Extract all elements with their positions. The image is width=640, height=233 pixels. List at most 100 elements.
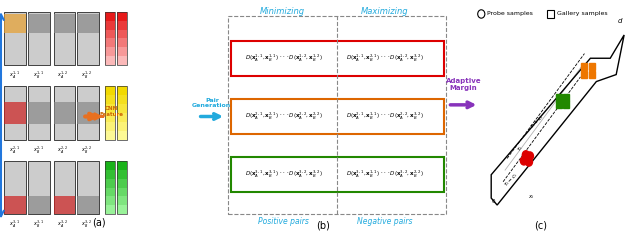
- Bar: [105, 122, 115, 131]
- Text: $x_B^{3,1}$: $x_B^{3,1}$: [33, 219, 44, 230]
- FancyBboxPatch shape: [4, 161, 26, 214]
- Text: $D(\mathbf{x}_A^{2,1},\mathbf{x}_B^{1,1})$ $\cdot\cdot\cdot$$D(\mathbf{x}_A^{2,2: $D(\mathbf{x}_A^{2,1},\mathbf{x}_B^{1,1}…: [346, 111, 424, 122]
- Bar: [105, 47, 115, 56]
- Text: Gallery samples: Gallery samples: [557, 11, 607, 17]
- Circle shape: [526, 152, 534, 160]
- Bar: [117, 38, 127, 47]
- FancyBboxPatch shape: [54, 12, 76, 65]
- Text: $D(\mathbf{x}_A^{3,1},\mathbf{x}_B^{1,1})$ $\cdot\cdot\cdot$$D(\mathbf{x}_A^{3,2: $D(\mathbf{x}_A^{3,1},\mathbf{x}_B^{1,1}…: [346, 169, 424, 180]
- Bar: [105, 12, 115, 21]
- Bar: [117, 95, 127, 104]
- Circle shape: [525, 158, 532, 166]
- FancyBboxPatch shape: [28, 14, 50, 33]
- Bar: [117, 188, 127, 196]
- FancyBboxPatch shape: [77, 196, 99, 214]
- Bar: [105, 161, 115, 214]
- Bar: [117, 56, 127, 65]
- Bar: [105, 86, 115, 140]
- Text: $x_A^{2,2}$: $x_A^{2,2}$: [57, 144, 68, 156]
- FancyBboxPatch shape: [4, 14, 26, 33]
- FancyBboxPatch shape: [231, 99, 444, 134]
- FancyBboxPatch shape: [77, 14, 99, 33]
- Text: (b): (b): [316, 221, 330, 231]
- FancyBboxPatch shape: [4, 12, 26, 65]
- FancyBboxPatch shape: [28, 12, 50, 65]
- Bar: [105, 161, 115, 170]
- Bar: [547, 10, 554, 18]
- Text: Negative pairs: Negative pairs: [357, 217, 412, 226]
- Bar: [556, 101, 562, 108]
- Bar: [105, 95, 115, 104]
- FancyBboxPatch shape: [54, 161, 76, 214]
- Bar: [582, 63, 588, 70]
- Bar: [105, 21, 115, 30]
- Bar: [117, 113, 127, 122]
- FancyBboxPatch shape: [231, 157, 444, 192]
- Bar: [105, 113, 115, 122]
- Bar: [117, 206, 127, 214]
- Bar: [117, 86, 127, 95]
- Bar: [117, 21, 127, 30]
- Text: $\tau_i - c_i$: $\tau_i - c_i$: [502, 171, 520, 189]
- FancyBboxPatch shape: [77, 161, 99, 214]
- Bar: [105, 12, 115, 65]
- Bar: [117, 196, 127, 206]
- FancyBboxPatch shape: [28, 196, 50, 214]
- Text: Maximizing: Maximizing: [361, 7, 408, 16]
- Text: $x_A^{1,1}$: $x_A^{1,1}$: [10, 70, 20, 81]
- Text: $x_B^{1,2}$: $x_B^{1,2}$: [81, 70, 92, 81]
- Text: $x_B^{2,2}$: $x_B^{2,2}$: [81, 144, 92, 156]
- Text: (c): (c): [534, 221, 547, 231]
- Text: $\tau_i + c_i$: $\tau_i + c_i$: [527, 113, 546, 131]
- Polygon shape: [492, 35, 624, 205]
- Bar: [117, 47, 127, 56]
- Bar: [582, 71, 588, 78]
- FancyBboxPatch shape: [77, 86, 99, 140]
- Text: $\tau_i$: $\tau_i$: [516, 144, 526, 154]
- Text: CNN
Feature: CNN Feature: [99, 106, 123, 117]
- Bar: [117, 86, 127, 140]
- Text: $x_i$: $x_i$: [527, 193, 534, 201]
- Bar: [117, 131, 127, 140]
- FancyBboxPatch shape: [77, 12, 99, 65]
- Bar: [105, 196, 115, 206]
- Text: $D(\mathbf{x}_A^{1,1},\mathbf{x}_B^{2,1})$ $\cdot\cdot\cdot$$D(\mathbf{x}_A^{1,2: $D(\mathbf{x}_A^{1,1},\mathbf{x}_B^{2,1}…: [346, 53, 424, 64]
- Bar: [105, 131, 115, 140]
- FancyBboxPatch shape: [4, 102, 26, 124]
- Bar: [117, 170, 127, 179]
- Text: $D(\mathbf{x}_A^{3,1},\mathbf{x}_B^{3,1})$ $\cdot\cdot\cdot$$D(\mathbf{x}_A^{3,2: $D(\mathbf{x}_A^{3,1},\mathbf{x}_B^{3,1}…: [244, 169, 323, 180]
- FancyBboxPatch shape: [54, 86, 76, 140]
- Text: $x_B^{2,1}$: $x_B^{2,1}$: [33, 144, 44, 156]
- FancyBboxPatch shape: [54, 102, 76, 124]
- Text: $x_B^{1,1}$: $x_B^{1,1}$: [33, 70, 44, 81]
- Circle shape: [522, 151, 529, 159]
- Bar: [117, 104, 127, 113]
- Bar: [556, 94, 562, 101]
- Bar: [105, 104, 115, 113]
- Bar: [563, 101, 568, 108]
- Bar: [117, 12, 127, 21]
- Text: $0$: $0$: [491, 197, 496, 205]
- FancyBboxPatch shape: [28, 102, 50, 124]
- Bar: [105, 56, 115, 65]
- Circle shape: [477, 10, 485, 18]
- FancyBboxPatch shape: [28, 161, 50, 214]
- Text: $x_A^{3,1}$: $x_A^{3,1}$: [10, 219, 20, 230]
- Text: $x_B^{3,2}$: $x_B^{3,2}$: [81, 219, 92, 230]
- Text: $x_A^{1,2}$: $x_A^{1,2}$: [57, 70, 68, 81]
- Bar: [117, 161, 127, 214]
- Text: Pair
Generation: Pair Generation: [192, 98, 232, 108]
- FancyBboxPatch shape: [4, 196, 26, 214]
- Bar: [105, 170, 115, 179]
- FancyBboxPatch shape: [4, 86, 26, 140]
- Text: $D(\mathbf{x}_A^{1,1},\mathbf{x}_B^{1,1})$ $\cdot\cdot\cdot$$D(\mathbf{x}_A^{1,2: $D(\mathbf{x}_A^{1,1},\mathbf{x}_B^{1,1}…: [244, 53, 323, 64]
- FancyBboxPatch shape: [28, 86, 50, 140]
- Text: (a): (a): [92, 217, 106, 227]
- Bar: [105, 86, 115, 95]
- Text: Positive pairs: Positive pairs: [258, 217, 309, 226]
- Text: $D(\mathbf{x}_A^{2,1},\mathbf{x}_B^{2,1})$ $\cdot\cdot\cdot$$D(\mathbf{x}_A^{2,2: $D(\mathbf{x}_A^{2,1},\mathbf{x}_B^{2,1}…: [244, 111, 323, 122]
- Bar: [105, 206, 115, 214]
- Text: Probe samples: Probe samples: [487, 11, 533, 17]
- Bar: [117, 122, 127, 131]
- Bar: [105, 188, 115, 196]
